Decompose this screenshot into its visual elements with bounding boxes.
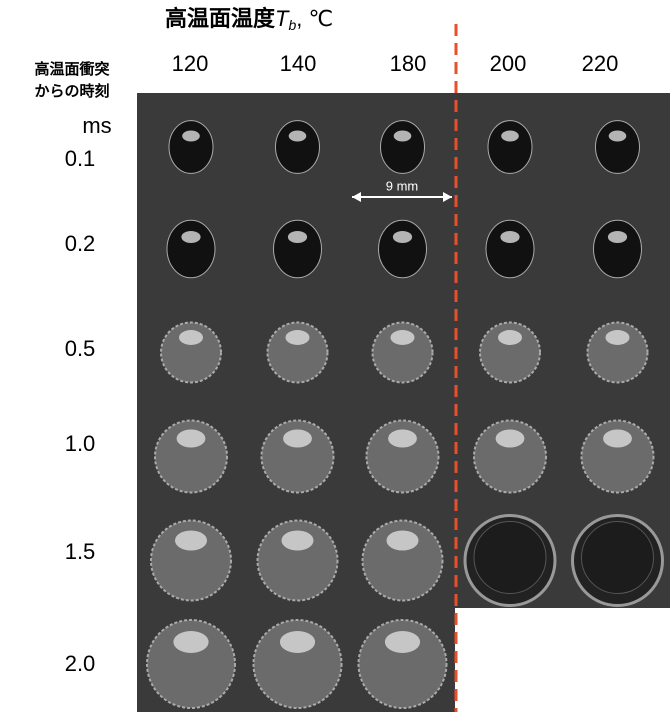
photo-cell [137, 505, 245, 608]
droplet-highlight [175, 531, 207, 551]
droplet-highlight [500, 231, 519, 243]
column-label: 220 [582, 51, 619, 76]
photo-cell [245, 297, 350, 400]
scale-label: 9 mm [386, 178, 419, 193]
droplet [276, 121, 320, 174]
title-subscript: b [288, 17, 296, 33]
droplet-highlight [283, 430, 312, 448]
photo-cell [137, 93, 245, 193]
droplet-highlight [387, 531, 419, 551]
droplet [379, 220, 427, 278]
droplet-highlight [393, 231, 412, 243]
photo-cell [137, 400, 245, 505]
droplet-highlight [182, 131, 200, 142]
droplet-highlight [289, 131, 307, 142]
photo-cell [245, 608, 350, 712]
row-header-line: 高温面衝突 [34, 60, 109, 78]
photo-cell [455, 93, 565, 193]
droplet-highlight [498, 330, 522, 345]
droplet-highlight [608, 231, 627, 243]
row-label: 0.5 [65, 336, 96, 361]
droplet [596, 121, 640, 174]
photo-cell [455, 505, 565, 608]
row-label: 1.5 [65, 539, 96, 564]
figure: 高温面温度Tb, ℃ 高温面衝突 からの時刻 ms 9 mm 120 140 180… [0, 0, 670, 712]
droplet-highlight [394, 131, 412, 142]
photo-cell [565, 297, 670, 400]
photo-cell [565, 193, 670, 297]
row-label: 1.0 [65, 431, 96, 456]
droplet-highlight [388, 430, 417, 448]
droplet [274, 220, 322, 278]
photo-cell [137, 297, 245, 400]
title-unit: , ℃ [296, 6, 333, 31]
droplet-highlight [609, 131, 627, 142]
droplet-highlight [280, 631, 315, 653]
droplet [474, 522, 546, 594]
column-label: 140 [280, 51, 317, 76]
droplet-highlight [606, 330, 630, 345]
row-label: 0.2 [65, 231, 96, 256]
droplet-highlight [177, 430, 206, 448]
photo-cell [455, 400, 565, 505]
droplet-highlight [181, 231, 200, 243]
droplet-highlight [288, 231, 307, 243]
droplet [582, 522, 654, 594]
droplet [167, 220, 215, 278]
photo-cell [350, 193, 455, 297]
photo-cell [565, 93, 670, 193]
droplet [486, 220, 534, 278]
row-label: 2.0 [65, 651, 96, 676]
photo-cell [350, 505, 455, 608]
droplet-highlight [385, 631, 420, 653]
photo-cell [350, 297, 455, 400]
column-label: 180 [390, 51, 427, 76]
title-text: 高温面温度 [165, 6, 276, 31]
droplet-highlight [391, 330, 415, 345]
photo-cell [245, 93, 350, 193]
photo-cell [245, 400, 350, 505]
droplet-highlight [179, 330, 203, 345]
photo-cell [455, 193, 565, 297]
droplet [169, 121, 213, 174]
photo-cell [565, 505, 670, 608]
photo-cell [350, 608, 455, 712]
droplet-highlight [173, 631, 208, 653]
droplet-highlight [603, 430, 632, 448]
droplet [488, 121, 532, 174]
title: 高温面温度Tb, ℃ [165, 6, 333, 33]
column-label: 200 [490, 51, 527, 76]
droplet-highlight [496, 430, 525, 448]
photo-cell [245, 193, 350, 297]
row-header-unit: ms [82, 113, 111, 138]
droplet [381, 121, 425, 174]
row-label: 0.1 [65, 146, 96, 171]
photo-cell [245, 505, 350, 608]
droplet-highlight [286, 330, 310, 345]
droplet [594, 220, 642, 278]
droplet-highlight [501, 131, 519, 142]
photo-cell [350, 400, 455, 505]
photo-cell [455, 297, 565, 400]
photo-cell [137, 193, 245, 297]
column-label: 120 [172, 51, 209, 76]
row-header-line: からの時刻 [34, 82, 109, 100]
photo-cell [565, 400, 670, 505]
photo-cell [137, 608, 245, 712]
droplet-highlight [282, 531, 314, 551]
